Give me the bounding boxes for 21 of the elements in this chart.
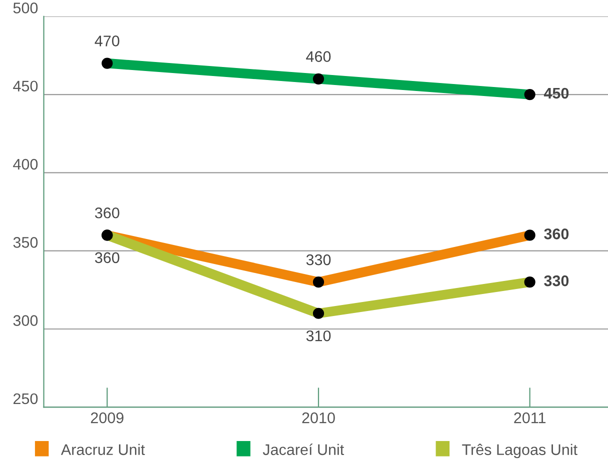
- legend-label: Três Lagoas Unit: [462, 444, 578, 458]
- data-label: 470: [94, 36, 120, 46]
- data-label: 330: [544, 275, 569, 286]
- x-tick-label: 2011: [514, 412, 546, 424]
- data-label: 330: [306, 254, 331, 266]
- y-tick-label: 500: [13, 2, 38, 14]
- data-label: 460: [306, 51, 331, 62]
- y-tick-label: 250: [14, 393, 38, 404]
- y-tick-label: 400: [13, 158, 38, 170]
- data-label: 360: [95, 207, 120, 218]
- y-tick-label: 450: [13, 80, 38, 92]
- x-tick-label: 2009: [90, 412, 124, 424]
- data-label: 360: [95, 252, 120, 264]
- data-label: 310: [306, 330, 331, 342]
- legend-label: Jacareí Unit: [262, 444, 344, 456]
- x-tick-label: 2010: [302, 412, 335, 424]
- data-label: 360: [544, 228, 569, 240]
- data-label: 450: [544, 88, 569, 99]
- legend-label: Aracruz Unit: [60, 444, 145, 456]
- y-tick-label: 350: [13, 237, 38, 248]
- y-tick-label: 300: [13, 315, 38, 326]
